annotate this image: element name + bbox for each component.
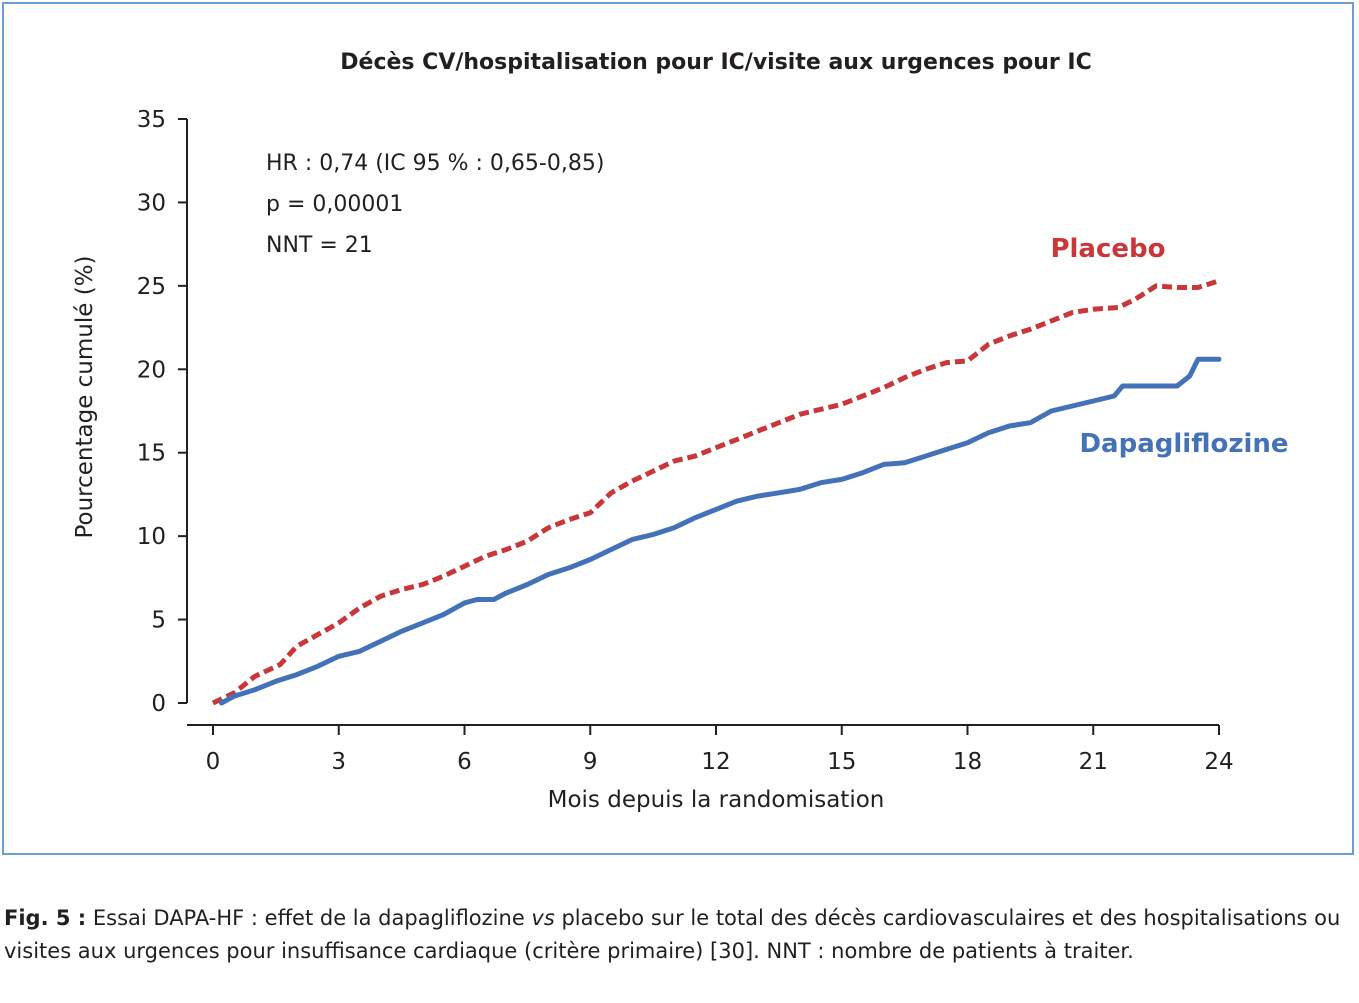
y-tick-label: 0 (151, 691, 166, 717)
caption-text-after: placebo sur le total des décès cardiovas… (4, 906, 1341, 963)
chart-title: Décès CV/hospitalisation pour IC/visite … (340, 50, 1091, 75)
y-tick-label: 20 (137, 357, 166, 383)
figure-caption: Fig. 5 : Essai DAPA-HF : effet de la dap… (4, 902, 1356, 968)
caption-fig-label: Fig. 5 : (4, 906, 87, 930)
nnt-annotation: NNT = 21 (266, 233, 373, 258)
p-value-annotation: p = 0,00001 (266, 192, 403, 217)
x-tick-label: 24 (1204, 749, 1233, 775)
caption-vs: vs (531, 906, 555, 930)
y-tick-label: 30 (137, 190, 166, 216)
x-tick-label: 15 (827, 749, 856, 775)
figure-frame (2, 2, 1354, 855)
y-axis-label: Pourcentage cumulé (%) (72, 255, 98, 538)
x-tick-label: 18 (953, 749, 982, 775)
axes: 0 5 10 15 20 25 30 35 0 3 6 9 12 15 18 21 24 (137, 107, 1234, 775)
y-tick-label: 10 (137, 524, 166, 550)
x-tick-label: 21 (1079, 749, 1108, 775)
series-line-dapagliflozine (218, 356, 1222, 706)
x-tick-label: 3 (331, 749, 346, 775)
x-tick-label: 0 (206, 749, 221, 775)
y-tick-label: 15 (137, 441, 166, 467)
y-tick-label: 25 (137, 274, 166, 300)
hr-annotation: HR : 0,74 (IC 95 % : 0,65-0,85) (266, 151, 604, 176)
survival-chart: Décès CV/hospitalisation pour IC/visite … (72, 50, 1289, 813)
caption-text-before: Essai DAPA-HF : effet de la dapagliflozi… (86, 906, 532, 930)
x-tick-label: 9 (583, 749, 598, 775)
x-tick-label: 12 (701, 749, 730, 775)
x-axis-label: Mois depuis la randomisation (548, 787, 885, 813)
y-tick-label: 35 (137, 107, 166, 133)
y-tick-label: 5 (151, 608, 166, 634)
series-label-placebo: Placebo (1050, 234, 1165, 264)
x-tick-label: 6 (457, 749, 472, 775)
plot-lines (211, 278, 1222, 706)
series-label-dapagliflozine: Dapagliflozine (1079, 429, 1288, 459)
annotations: HR : 0,74 (IC 95 % : 0,65-0,85) p = 0,00… (266, 151, 604, 258)
series-line-placebo (211, 278, 1220, 706)
